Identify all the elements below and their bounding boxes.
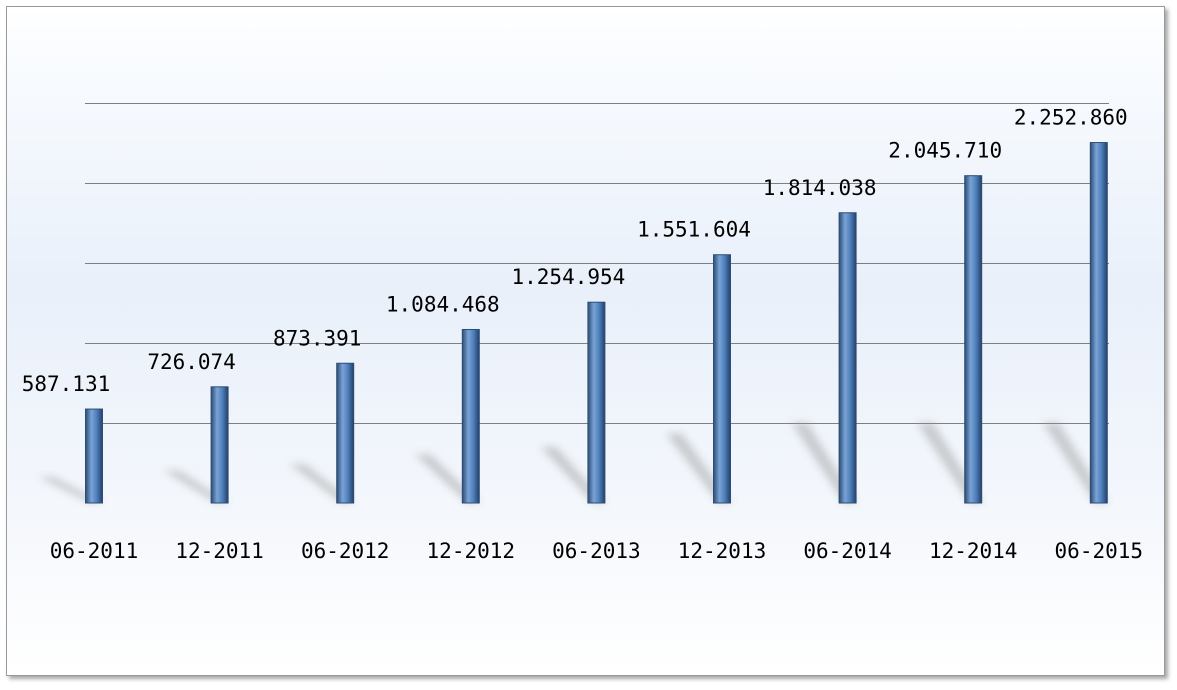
chart-frame: 587.131 726.074 873.391 1.084.468 1.254.954 1… xyxy=(6,6,1165,676)
data-label-12-2012: 1.084.468 xyxy=(386,292,500,316)
bar-06-2011 xyxy=(85,408,103,504)
x-tick-06-2014: 06-2014 xyxy=(803,539,892,563)
x-tick-12-2011: 12-2011 xyxy=(175,539,264,563)
data-label-06-2014: 1.814.038 xyxy=(763,176,877,200)
x-axis-tick-labels: 06-2011 12-2011 06-2012 12-2012 06-2013 12-20… xyxy=(50,539,1143,563)
x-tick-06-2013: 06-2013 xyxy=(552,539,641,563)
data-label-12-2013: 1.551.604 xyxy=(637,218,751,242)
data-label-06-2013: 1.254.954 xyxy=(512,265,626,289)
bar-12-2011 xyxy=(210,386,229,504)
bar-06-2014 xyxy=(838,212,857,504)
bar-06-2013 xyxy=(587,301,606,504)
data-label-06-2011: 587.131 xyxy=(22,372,111,396)
data-label-06-2012: 873.391 xyxy=(273,326,362,350)
x-tick-06-2011: 06-2011 xyxy=(50,539,139,563)
data-label-12-2011: 726.074 xyxy=(147,350,236,374)
bars xyxy=(85,142,1108,504)
data-label-06-2015: 2.252.860 xyxy=(1014,106,1128,130)
bar-06-2012 xyxy=(336,362,355,504)
x-tick-06-2015: 06-2015 xyxy=(1055,539,1144,563)
data-label-12-2014: 2.045.710 xyxy=(888,139,1002,163)
x-tick-12-2012: 12-2012 xyxy=(427,539,516,563)
bar-12-2012 xyxy=(461,328,480,504)
bar-12-2013 xyxy=(713,254,731,504)
bar-shadows xyxy=(38,423,1109,503)
bar-06-2015 xyxy=(1089,142,1108,504)
x-tick-12-2013: 12-2013 xyxy=(678,539,767,563)
x-tick-06-2012: 06-2012 xyxy=(301,539,390,563)
x-tick-12-2014: 12-2014 xyxy=(929,539,1018,563)
bar-chart: 587.131 726.074 873.391 1.084.468 1.254.954 1… xyxy=(22,103,1143,563)
bar-12-2014 xyxy=(964,175,983,504)
gridlines xyxy=(85,103,1109,424)
data-labels: 587.131 726.074 873.391 1.084.468 1.254.954 1… xyxy=(22,106,1128,397)
